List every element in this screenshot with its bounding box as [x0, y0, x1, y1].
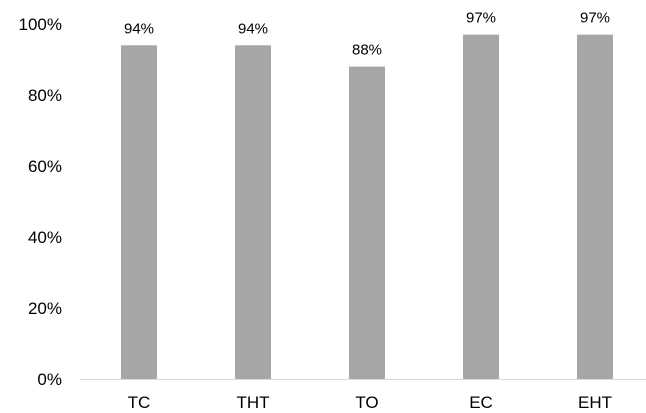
category-label-eht: EHT: [578, 393, 612, 412]
y-axis-ticks: 0% 20% 40% 60% 80% 100%: [19, 15, 62, 389]
bar-eht: [577, 34, 613, 380]
y-tick-label: 40%: [28, 228, 62, 247]
bar-tc: [121, 45, 157, 380]
bar-tht: [235, 45, 271, 380]
data-labels: 94% 94% 88% 97% 97%: [124, 10, 610, 59]
y-tick-label: 60%: [28, 157, 62, 176]
bars: [121, 34, 613, 380]
data-label-tc: 94%: [124, 20, 154, 37]
category-label-to: TO: [355, 393, 378, 412]
data-label-to: 88%: [352, 42, 382, 59]
y-tick-label: 0%: [37, 370, 62, 389]
data-label-ec: 97%: [466, 10, 496, 27]
bar-ec: [463, 34, 499, 380]
data-label-tht: 94%: [238, 20, 268, 37]
y-tick-label: 20%: [28, 299, 62, 318]
category-labels: TC THT TO EC EHT: [128, 393, 612, 412]
bar-to: [349, 66, 385, 379]
y-tick-label: 80%: [28, 86, 62, 105]
data-label-eht: 97%: [580, 10, 610, 27]
category-label-tc: TC: [128, 393, 151, 412]
y-tick-label: 100%: [19, 15, 62, 34]
category-label-ec: EC: [469, 393, 493, 412]
category-label-tht: THT: [236, 393, 269, 412]
